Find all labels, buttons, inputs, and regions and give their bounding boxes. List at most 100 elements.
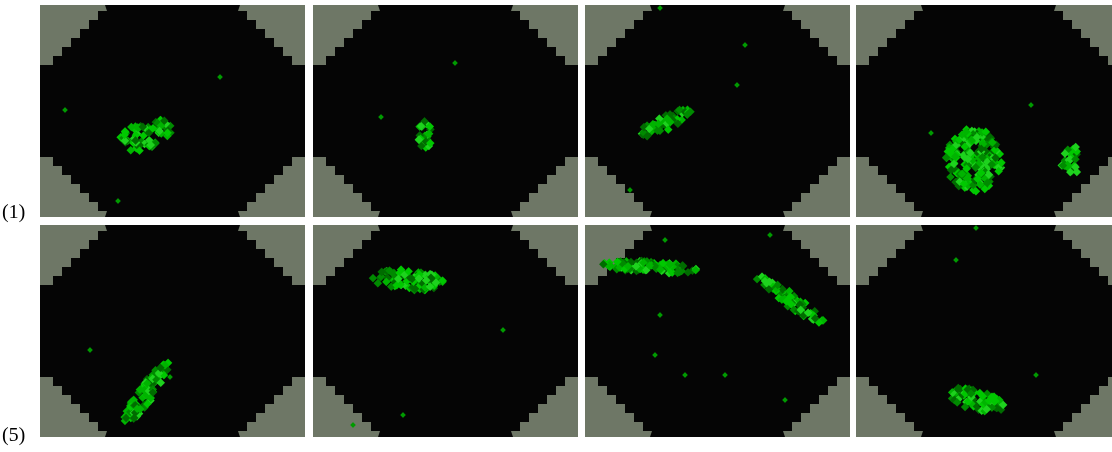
hit: [664, 125, 673, 134]
hit: [988, 138, 997, 147]
hit: [796, 305, 805, 315]
hit: [425, 122, 435, 131]
hit: [657, 312, 663, 318]
panel: [856, 225, 1112, 437]
hit: [654, 119, 663, 128]
hit: [982, 178, 992, 188]
hit: [143, 399, 152, 409]
hit: [217, 74, 223, 80]
panel: [856, 5, 1112, 217]
hit: [148, 124, 158, 133]
panel: [585, 5, 850, 217]
hit: [984, 396, 994, 406]
detector-area: [856, 5, 1112, 217]
hit: [959, 179, 969, 189]
hit: [146, 140, 156, 150]
hit: [386, 282, 396, 291]
hit: [782, 397, 788, 403]
hit: [160, 116, 169, 126]
hit: [997, 158, 1006, 167]
hit: [973, 174, 982, 184]
hit: [682, 372, 688, 378]
detector-area: [40, 225, 305, 437]
hit: [120, 130, 129, 140]
hit: [666, 117, 675, 127]
hit: [410, 284, 420, 293]
hit: [127, 122, 136, 132]
hit: [975, 388, 985, 398]
hit: [438, 276, 447, 285]
hit: [167, 374, 173, 380]
hit: [960, 142, 969, 152]
hit: [1028, 102, 1034, 108]
hit: [121, 413, 131, 423]
hit: [131, 136, 140, 145]
hit: [156, 378, 166, 387]
hit: [142, 379, 152, 388]
hit: [627, 187, 633, 193]
hit: [500, 327, 506, 333]
panel: [313, 5, 578, 217]
hit: [952, 398, 962, 407]
hit: [982, 404, 991, 414]
hit: [650, 261, 659, 270]
hit: [994, 167, 1003, 176]
hit: [984, 170, 994, 180]
hit: [131, 131, 141, 140]
hit: [966, 148, 975, 158]
hit: [734, 82, 740, 88]
panel: [585, 225, 850, 437]
hit: [425, 282, 435, 291]
hit: [978, 153, 987, 162]
hit: [135, 146, 144, 155]
hit: [163, 128, 172, 138]
hit: [977, 144, 986, 154]
hit: [691, 265, 700, 275]
hit: [946, 172, 955, 182]
row-label: (5): [2, 424, 25, 446]
hit: [972, 133, 982, 142]
hit: [392, 281, 402, 290]
hit: [962, 164, 971, 173]
hit: [648, 119, 658, 129]
hit: [120, 136, 130, 146]
hit: [132, 404, 142, 414]
hit: [928, 130, 934, 136]
panel: [40, 5, 305, 217]
detector-area: [40, 5, 305, 217]
detector-area: [585, 5, 850, 217]
hit: [378, 114, 384, 120]
hit: [941, 153, 951, 162]
hit: [795, 300, 805, 309]
hit: [998, 400, 1008, 410]
panel: [40, 225, 305, 437]
panel: [313, 225, 578, 437]
hit: [991, 396, 1000, 406]
hit: [987, 160, 996, 169]
hit: [652, 352, 658, 358]
hit: [662, 237, 668, 243]
hit: [400, 412, 406, 418]
hit: [156, 363, 165, 373]
hit: [130, 413, 139, 423]
hit: [742, 42, 748, 48]
hit: [368, 273, 378, 283]
hit: [155, 126, 164, 136]
hit: [953, 257, 959, 263]
hit: [657, 5, 663, 11]
hit: [767, 232, 773, 238]
detector-area: [856, 225, 1112, 437]
hit: [138, 122, 148, 132]
hit: [990, 145, 1000, 155]
hit: [126, 145, 135, 155]
hit: [773, 280, 782, 290]
detector-area: [313, 5, 578, 217]
hit: [1033, 372, 1039, 378]
hit: [407, 274, 417, 284]
row-label: (1): [2, 201, 25, 223]
hit: [665, 260, 675, 269]
hit: [148, 388, 158, 397]
hit: [144, 128, 154, 138]
hit: [722, 372, 728, 378]
